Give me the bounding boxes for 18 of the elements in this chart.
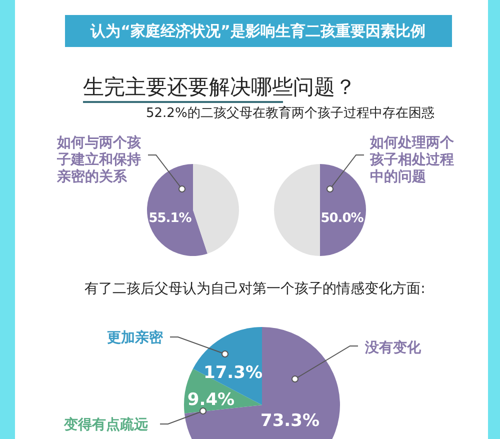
data-label: 50.0% — [320, 211, 364, 226]
pie-slice — [193, 164, 239, 254]
slice-label: 如何处理两个孩子相处过程中的问题 — [369, 135, 455, 185]
chart-subtitle: 生完主要还要解决哪些问题？ — [83, 75, 356, 99]
chart-title: 有了二孩后父母认为自己对第一个孩子的情感变化方面: — [84, 281, 426, 297]
data-label: 17.3% — [204, 363, 262, 383]
text: 52.2%的二孩父母在教育两个孩子过程中存在困惑 — [146, 105, 434, 121]
slice-label: 如何与两个孩子建立和保持亲密的关系 — [56, 134, 142, 185]
slice-label: 变得有点疏远 — [63, 416, 149, 433]
pie-slice — [320, 164, 366, 256]
chart-title: 认为“家庭经济状况”是影响生育二孩重要因素比例 — [90, 22, 426, 40]
slice-label: 没有变化 — [364, 339, 422, 356]
data-label: 73.3% — [260, 411, 320, 431]
data-label: 9.4% — [187, 390, 235, 410]
slice-label: 更加亲密 — [107, 329, 164, 346]
pie-slice — [274, 164, 320, 256]
data-label: 55.1% — [148, 211, 192, 226]
pie-slice — [147, 164, 208, 256]
